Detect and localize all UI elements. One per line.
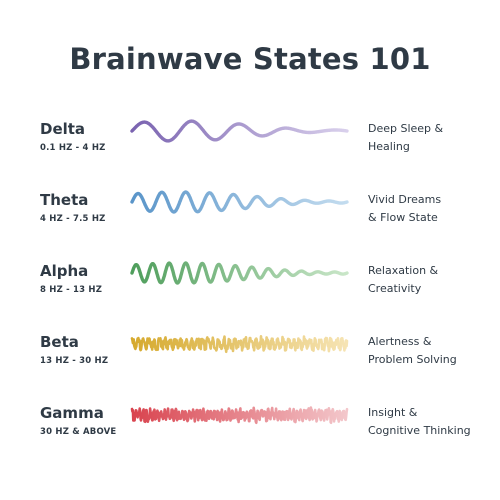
alpha-row: Alpha 8 HZ - 13 HZ Relaxation & Creativi… bbox=[0, 261, 500, 322]
page-title: Brainwave States 101 bbox=[69, 42, 431, 76]
alpha-label: Alpha bbox=[40, 262, 89, 280]
alpha-wave bbox=[130, 261, 349, 285]
alpha-description-line-1: Relaxation & bbox=[368, 264, 439, 277]
theta-description-line-2: & Flow State bbox=[368, 211, 438, 224]
alpha-description: Relaxation & Creativity bbox=[368, 262, 493, 298]
beta-description: Alertness & Problem Solving bbox=[368, 333, 493, 369]
gamma-wave bbox=[130, 406, 349, 425]
delta-wave-line bbox=[130, 119, 349, 143]
gamma-label: Gamma bbox=[40, 404, 104, 422]
theta-range: 4 HZ - 7.5 HZ bbox=[40, 214, 106, 224]
beta-description-line-2: Problem Solving bbox=[368, 353, 457, 366]
beta-row: Beta 13 HZ - 30 HZ Alertness & Problem S… bbox=[0, 333, 500, 393]
alpha-range: 8 HZ - 13 HZ bbox=[40, 285, 103, 295]
theta-description: Vivid Dreams & Flow State bbox=[368, 191, 493, 227]
alpha-description-line-2: Creativity bbox=[368, 282, 422, 295]
gamma-range: 30 HZ & ABOVE bbox=[40, 427, 117, 437]
delta-description: Deep Sleep & Healing bbox=[368, 120, 493, 156]
delta-description-line-1: Deep Sleep & bbox=[368, 122, 444, 135]
delta-label: Delta bbox=[40, 120, 86, 138]
gamma-description-line-1: Insight & bbox=[368, 406, 418, 419]
gamma-wave-line bbox=[130, 406, 349, 425]
alpha-wave-line bbox=[130, 261, 349, 285]
theta-row: Theta 4 HZ - 7.5 HZ Vivid Dreams & Flow … bbox=[0, 190, 500, 251]
gamma-row: Gamma 30 HZ & ABOVE Insight & Cognitive … bbox=[0, 404, 500, 464]
theta-wave bbox=[130, 190, 349, 214]
delta-row: Delta 0.1 HZ - 4 HZ Deep Sleep & Healing bbox=[0, 119, 500, 180]
gamma-description: Insight & Cognitive Thinking bbox=[368, 404, 493, 440]
delta-range: 0.1 HZ - 4 HZ bbox=[40, 143, 106, 153]
beta-label: Beta bbox=[40, 333, 79, 351]
gamma-description-line-2: Cognitive Thinking bbox=[368, 424, 471, 437]
beta-range: 13 HZ - 30 HZ bbox=[40, 356, 109, 366]
beta-wave bbox=[130, 335, 349, 354]
beta-wave-line bbox=[130, 335, 349, 354]
theta-label: Theta bbox=[40, 191, 89, 209]
beta-description-line-1: Alertness & bbox=[368, 335, 432, 348]
theta-wave-line bbox=[130, 190, 349, 214]
delta-description-line-2: Healing bbox=[368, 140, 410, 153]
delta-wave bbox=[130, 119, 349, 143]
theta-description-line-1: Vivid Dreams bbox=[368, 193, 442, 206]
